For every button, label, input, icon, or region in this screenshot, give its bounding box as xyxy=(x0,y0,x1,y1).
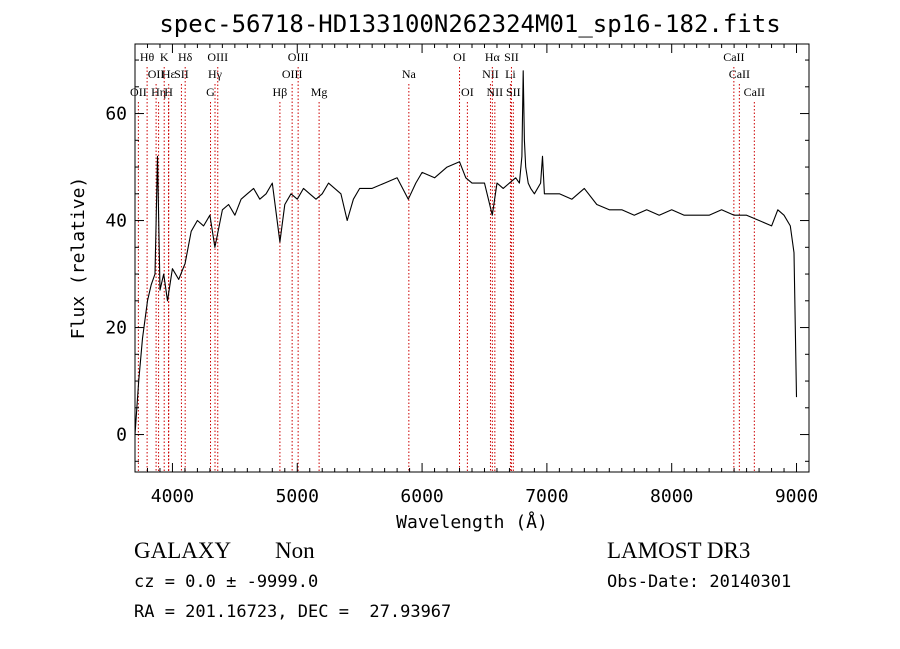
line-marker-label: Hγ xyxy=(208,67,223,81)
x-tick-label: 5000 xyxy=(276,486,319,507)
y-tick-label: 0 xyxy=(116,425,127,446)
line-marker-label: Hη xyxy=(151,85,166,99)
line-marker-label: OIII xyxy=(288,50,309,64)
emission-line-markers: OIIHθOIIHηHεKHSIIHδGHγOIIIHβOIIIOIIIMgNa… xyxy=(130,50,765,472)
y-tick-label: 60 xyxy=(105,104,127,125)
plot-frame xyxy=(134,43,810,473)
line-marker-label: OII xyxy=(130,85,147,99)
x-tick-label: 7000 xyxy=(525,486,568,507)
x-axis-label: Wavelength (Å) xyxy=(396,511,548,533)
axis-ticks: 4000 5000 6000 7000 8000 9000 0 20 40 60 xyxy=(105,44,818,507)
line-marker-label: Hα xyxy=(485,50,501,64)
line-marker-label: NII xyxy=(482,67,499,81)
line-marker-label: OIII xyxy=(282,67,303,81)
x-tick-label: 6000 xyxy=(400,486,443,507)
object-class: GALAXY xyxy=(134,538,232,563)
chart-title: spec-56718-HD133100N262324M01_sp16-182.f… xyxy=(159,10,780,38)
line-marker-label: OIII xyxy=(207,50,228,64)
coordinates-readout: RA = 201.16723, DEC = 27.93967 xyxy=(134,602,452,622)
line-marker-label: OI xyxy=(453,50,466,64)
survey-name: LAMOST DR3 xyxy=(607,538,751,563)
x-tick-label: 8000 xyxy=(650,486,693,507)
line-marker-label: Hε xyxy=(162,67,176,81)
y-axis-label: Flux (relative) xyxy=(68,177,89,340)
line-marker-label: Hθ xyxy=(140,50,155,64)
line-marker-label: SII xyxy=(506,85,521,99)
line-marker-label: Na xyxy=(402,67,417,81)
line-marker-label: Hβ xyxy=(273,85,288,99)
line-marker-label: SII xyxy=(504,50,519,64)
line-marker-label: CaII xyxy=(744,85,765,99)
redshift-readout: cz = 0.0 ± -9999.0 xyxy=(134,572,319,592)
object-subclass: Non xyxy=(275,538,315,563)
y-tick-label: 40 xyxy=(105,211,127,232)
line-marker-label: Hδ xyxy=(178,50,193,64)
line-marker-label: OII xyxy=(148,67,165,81)
x-tick-label: 4000 xyxy=(151,486,194,507)
line-marker-label: H xyxy=(164,85,173,99)
y-tick-label: 20 xyxy=(105,318,127,339)
line-marker-label: K xyxy=(160,50,169,64)
spectrum-series xyxy=(134,70,798,435)
line-marker-label: OI xyxy=(461,85,474,99)
observation-date: Obs-Date: 20140301 xyxy=(607,572,792,592)
line-marker-label: G xyxy=(206,85,215,99)
line-marker-label: CaII xyxy=(729,67,750,81)
line-marker-label: SII xyxy=(174,67,189,81)
line-marker-label: NII xyxy=(487,85,504,99)
spectrum-line xyxy=(134,70,798,435)
line-marker-label: CaII xyxy=(723,50,744,64)
x-tick-label: 9000 xyxy=(775,486,818,507)
line-marker-label: Li xyxy=(505,67,516,81)
line-marker-label: Mg xyxy=(311,85,328,99)
